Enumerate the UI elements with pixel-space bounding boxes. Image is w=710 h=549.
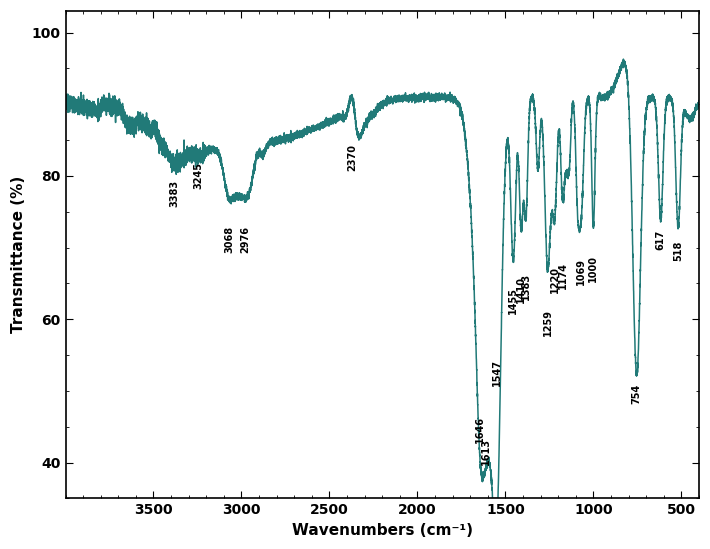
Text: 1383: 1383 xyxy=(521,273,531,300)
Text: 617: 617 xyxy=(656,229,666,250)
Text: 1000: 1000 xyxy=(589,255,599,282)
Text: 2976: 2976 xyxy=(241,226,251,253)
Text: 3383: 3383 xyxy=(169,180,179,206)
Text: 1410: 1410 xyxy=(516,276,526,303)
Text: 2370: 2370 xyxy=(347,144,357,171)
Text: 1174: 1174 xyxy=(558,262,568,289)
Text: 3068: 3068 xyxy=(224,226,234,253)
Text: 1455: 1455 xyxy=(508,287,518,314)
Text: 1547: 1547 xyxy=(492,358,502,386)
Text: 1220: 1220 xyxy=(550,266,559,293)
X-axis label: Wavenumbers (cm⁻¹): Wavenumbers (cm⁻¹) xyxy=(292,523,473,538)
Text: 1259: 1259 xyxy=(542,309,553,335)
Text: 3245: 3245 xyxy=(193,161,203,189)
Text: 754: 754 xyxy=(632,384,642,404)
Text: 1069: 1069 xyxy=(577,259,586,285)
Text: 1646: 1646 xyxy=(475,416,485,443)
Y-axis label: Transmittance (%): Transmittance (%) xyxy=(11,176,26,333)
Text: 518: 518 xyxy=(673,240,683,261)
Text: 1613: 1613 xyxy=(481,438,491,464)
